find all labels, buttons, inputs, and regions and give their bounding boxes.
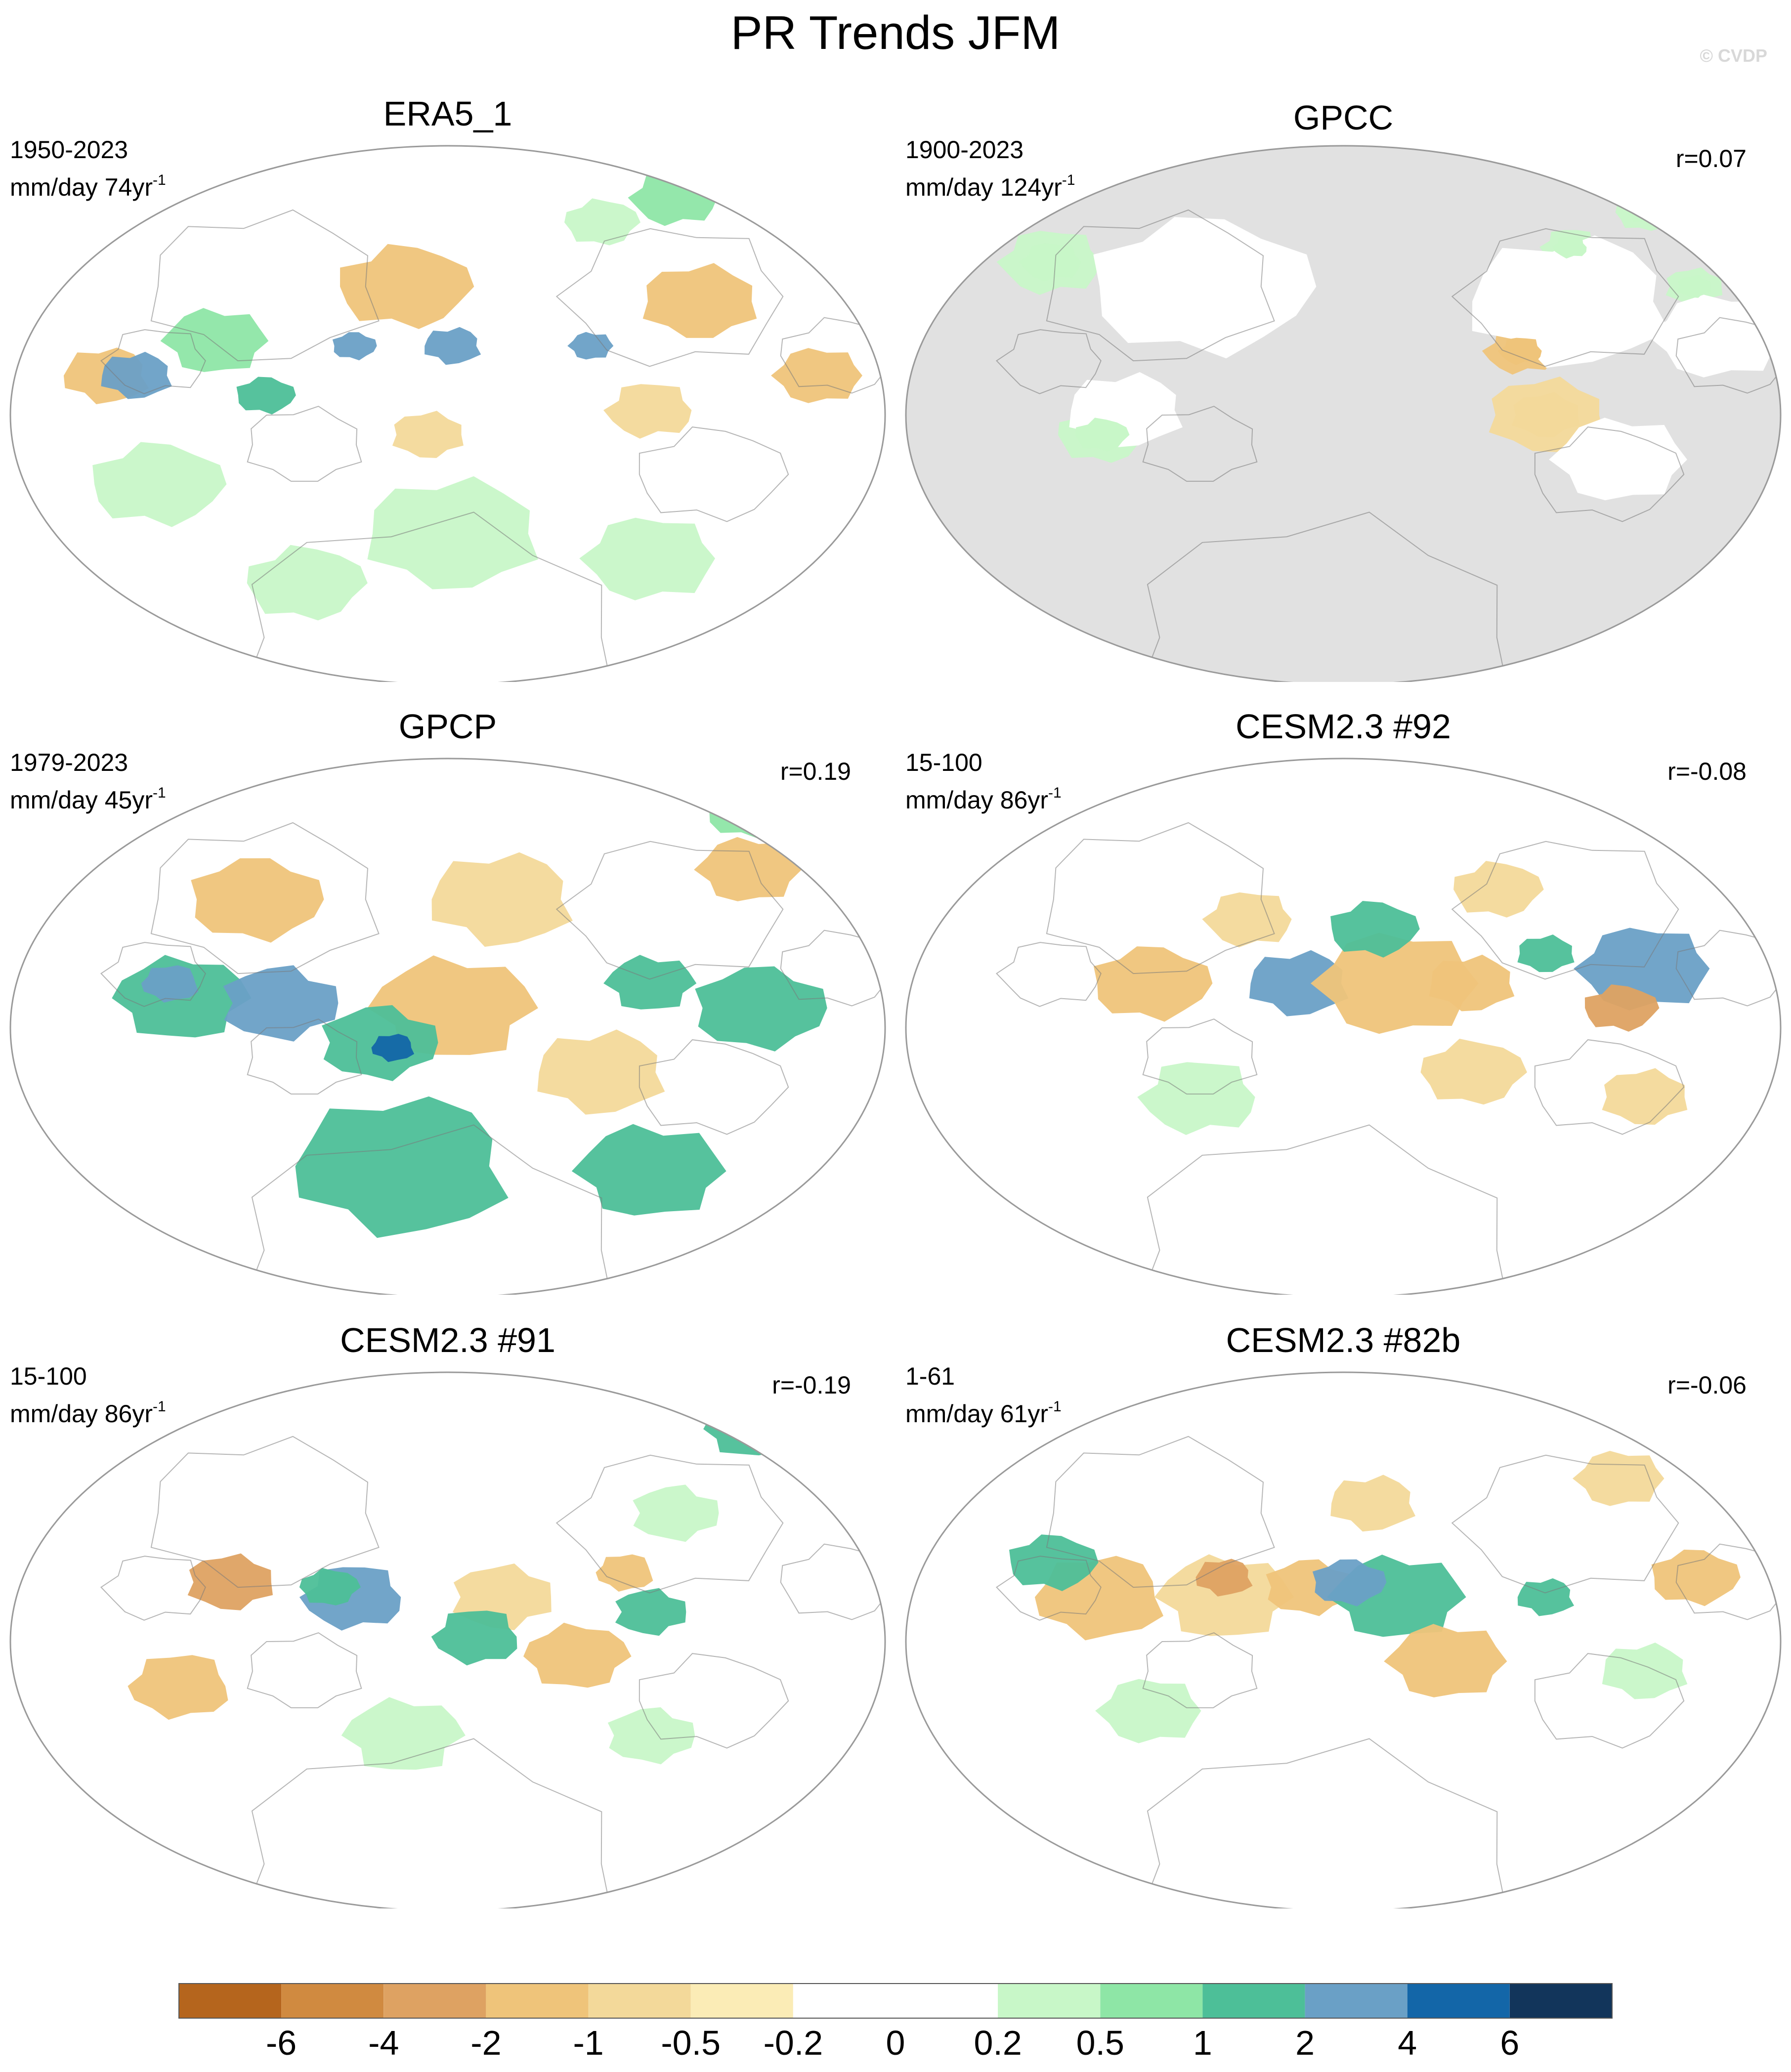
colorbar-tick-label: 6: [1500, 2024, 1519, 2062]
trend-map: [905, 1371, 1782, 1908]
panel-title: ERA5_1: [383, 94, 512, 133]
colorbar-swatch: [384, 1984, 486, 2018]
colorbar-tick-label: -4: [368, 2024, 399, 2062]
panel-title: CESM2.3 #82b: [1226, 1321, 1461, 1359]
colorbar-swatch: [793, 1984, 896, 2018]
colorbar-swatch: [690, 1984, 793, 2018]
map-panel-cesm-82b: CESM2.3 #82b 1-61 mm/day 61yr-1 r=-0.06: [896, 1320, 1791, 1933]
units-exponent: -1: [152, 172, 166, 188]
trend-map: [9, 1371, 886, 1908]
units-text: mm/day 86yr: [10, 1400, 153, 1428]
units-exponent: -1: [152, 785, 166, 801]
panel-units: mm/day 74yr-1: [10, 165, 166, 203]
colorbar-swatch: [281, 1984, 384, 2018]
colorbar-tick-label: -1: [573, 2024, 603, 2062]
colorbar-tick-label: 2: [1295, 2024, 1315, 2062]
units-text: mm/day 124yr: [905, 173, 1062, 201]
panel-title: GPCP: [398, 707, 497, 746]
colorbar-tick-label: 4: [1398, 2024, 1417, 2062]
units-exponent: -1: [1048, 1398, 1062, 1415]
panel-correlation: r=0.19: [780, 758, 851, 785]
colorbar-swatch: [1305, 1984, 1407, 2018]
figure-title: PR Trends JFM: [730, 6, 1061, 59]
units-exponent: -1: [1048, 785, 1062, 801]
colorbar-tick-label: -6: [266, 2024, 297, 2062]
panel-units: mm/day 45yr-1: [10, 778, 166, 815]
units-exponent: -1: [1062, 172, 1075, 188]
colorbar-swatch: [896, 1984, 998, 2018]
panel-correlation: r=-0.08: [1667, 758, 1747, 785]
colorbar-swatch: [998, 1984, 1101, 2018]
colorbar-swatch: [486, 1984, 589, 2018]
colorbar-tick-label: -0.5: [661, 2024, 721, 2062]
panel-period: 1-61: [905, 1362, 955, 1390]
panel-period: 1950-2023: [10, 136, 128, 164]
panel-title: CESM2.3 #91: [340, 1321, 555, 1359]
colorbar-tick-label: 1: [1193, 2024, 1212, 2062]
watermark: © CVDP: [1700, 45, 1767, 66]
colorbar-swatch: [1202, 1984, 1305, 2018]
units-text: mm/day 86yr: [905, 786, 1048, 814]
panel-period: 1900-2023: [905, 136, 1024, 164]
map-panel-gpcc: GPCC 1900-2023 mm/day 124yr-1 r=0.07: [896, 94, 1791, 707]
panel-correlation: r=0.07: [1675, 145, 1747, 172]
panel-units: mm/day 61yr-1: [905, 1392, 1062, 1429]
colorbar-tick-label: 0.5: [1076, 2024, 1124, 2062]
units-exponent: -1: [152, 1398, 166, 1415]
colorbar-swatch: [1509, 1984, 1612, 2018]
map-panel-cesm-91: CESM2.3 #91 15-100 mm/day 86yr-1 r=-0.19: [0, 1320, 896, 1933]
map-panel-gpcp: GPCP 1979-2023 mm/day 45yr-1 r=0.19: [0, 707, 896, 1319]
panel-correlation: r=-0.06: [1667, 1371, 1747, 1399]
colorbar-swatch: [1100, 1984, 1203, 2018]
panel-units: mm/day 86yr-1: [10, 1392, 166, 1429]
panel-title: GPCC: [1293, 98, 1394, 137]
panel-period: 15-100: [905, 749, 982, 776]
panel-period: 1979-2023: [10, 749, 128, 776]
colorbar-swatch: [179, 1984, 282, 2018]
panel-period: 15-100: [10, 1362, 87, 1390]
colorbar-swatch: [1407, 1984, 1510, 2018]
trend-map: [9, 145, 886, 682]
colorbar-tick-label: -2: [470, 2024, 501, 2062]
trend-map: [9, 758, 886, 1295]
colorbar-tick-label: 0: [886, 2024, 905, 2062]
map-panel-era5: ERA5_1 1950-2023 mm/day 74yr-1: [0, 94, 896, 707]
units-text: mm/day 74yr: [10, 173, 153, 201]
panel-units: mm/day 124yr-1: [905, 165, 1075, 203]
units-text: mm/day 45yr: [10, 786, 153, 814]
panel-correlation: r=-0.19: [772, 1371, 851, 1399]
panel-title: CESM2.3 #92: [1236, 707, 1451, 746]
colorbar-tick-label: -0.2: [764, 2024, 823, 2062]
panel-units: mm/day 86yr-1: [905, 778, 1062, 815]
trend-map: [905, 145, 1782, 682]
units-text: mm/day 61yr: [905, 1400, 1048, 1428]
colorbar-swatch: [588, 1984, 691, 2018]
map-panel-cesm-92: CESM2.3 #92 15-100 mm/day 86yr-1 r=-0.08: [896, 707, 1791, 1319]
trend-map: [905, 758, 1782, 1295]
colorbar-tick-label: 0.2: [974, 2024, 1022, 2062]
